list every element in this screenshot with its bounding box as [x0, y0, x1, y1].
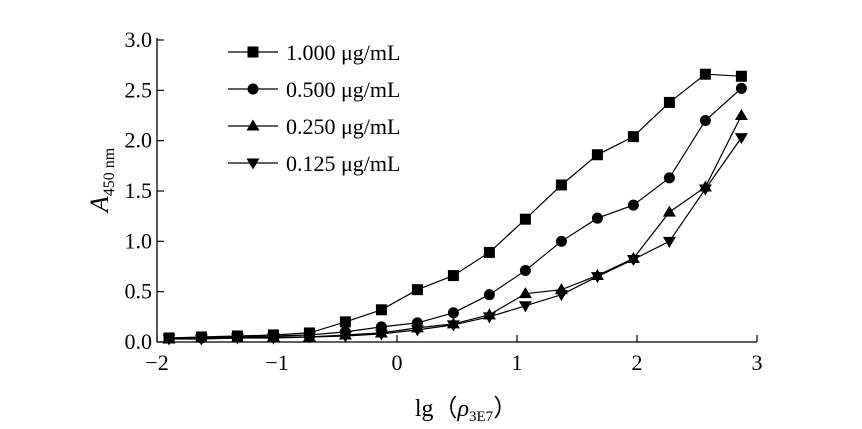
data-point: [663, 172, 675, 184]
data-point: [266, 333, 280, 345]
y-axis-title-sub: 450 nm: [101, 147, 118, 196]
data-point: [483, 289, 495, 301]
axes: 0.0 0.5 1.0 1.5 2.0 2.5 3.0 −2 −1 0 1 2 3: [125, 27, 763, 375]
y-tick-label: 3.0: [125, 27, 153, 52]
data-point: [519, 213, 531, 225]
data-point: [626, 254, 640, 266]
data-point: [699, 68, 711, 80]
data-point: [230, 333, 244, 345]
data-point: [555, 235, 567, 247]
y-tick-label: 0.0: [125, 329, 153, 354]
series-layer: [162, 68, 748, 346]
legend-label: 0.125 μg/mL: [286, 151, 400, 176]
data-point: [194, 334, 208, 346]
legend-entry: 0.500 μg/mL: [228, 77, 400, 102]
y-tick-label: 2.5: [125, 77, 153, 102]
data-point: [518, 287, 532, 299]
x-axis-title-symbol: ρ: [456, 396, 469, 422]
legend-entry: 0.250 μg/mL: [228, 114, 400, 139]
data-point: [447, 307, 459, 319]
legend-marker: [246, 158, 260, 170]
legend-marker: [247, 46, 259, 58]
data-point: [338, 331, 352, 343]
data-point: [698, 184, 712, 196]
data-point: [735, 82, 747, 94]
data-point: [590, 272, 604, 284]
legend-marker: [247, 83, 259, 95]
legend-entry: 1.000 μg/mL: [228, 40, 400, 65]
x-axis-title-close: ）: [493, 396, 517, 422]
x-tick-label: 1: [512, 350, 523, 375]
data-point: [162, 334, 176, 346]
series-4: [162, 133, 748, 346]
data-point: [662, 205, 676, 217]
x-tick-label: −2: [145, 350, 168, 375]
data-point: [411, 284, 423, 296]
y-axis-title: A450 nm: [85, 147, 118, 214]
x-axis-title-sub: 3E7: [469, 409, 494, 425]
data-point: [734, 133, 748, 145]
data-point: [699, 115, 711, 127]
y-tick-label: 0.5: [125, 279, 153, 304]
x-tick-label: 0: [392, 350, 403, 375]
legend-label: 0.500 μg/mL: [286, 77, 400, 102]
data-point: [410, 325, 424, 337]
data-point: [483, 246, 495, 258]
data-point: [482, 312, 496, 324]
x-axis-title-main: lg（: [415, 396, 458, 422]
y-axis-title-main: A: [85, 196, 114, 214]
data-point: [554, 290, 568, 302]
data-point: [663, 96, 675, 108]
series-1: [163, 68, 747, 344]
series-line: [168, 73, 742, 339]
legend-label: 1.000 μg/mL: [286, 40, 400, 65]
legend: 1.000 μg/mL 0.500 μg/mL 0.250 μg/mL 0.125 μ…: [228, 40, 400, 176]
data-point: [518, 301, 532, 313]
legend-marker: [246, 119, 260, 131]
x-tick-label: −1: [265, 350, 288, 375]
y-tick-label: 1.0: [125, 228, 153, 253]
y-tick-label: 2.0: [125, 128, 153, 153]
data-point: [627, 199, 639, 211]
x-axis-title: lg（ρ3E7）: [415, 396, 517, 425]
y-tick-label: 1.5: [125, 178, 153, 203]
data-point: [591, 149, 603, 161]
data-point: [375, 304, 387, 316]
legend-label: 0.250 μg/mL: [286, 114, 400, 139]
series-2: [163, 82, 747, 344]
data-point: [627, 131, 639, 143]
data-point: [591, 212, 603, 224]
x-tick-label: 2: [632, 350, 643, 375]
data-point: [302, 332, 316, 344]
data-point: [555, 179, 567, 191]
data-point: [374, 329, 388, 341]
x-tick-label: 3: [752, 350, 763, 375]
data-point: [447, 270, 459, 282]
data-point: [662, 236, 676, 248]
series-line: [168, 115, 742, 340]
data-point: [446, 320, 460, 332]
data-point: [734, 109, 748, 120]
legend-entry: 0.125 μg/mL: [228, 151, 400, 176]
data-point: [735, 70, 747, 82]
data-point: [339, 316, 351, 328]
data-point: [519, 265, 531, 277]
